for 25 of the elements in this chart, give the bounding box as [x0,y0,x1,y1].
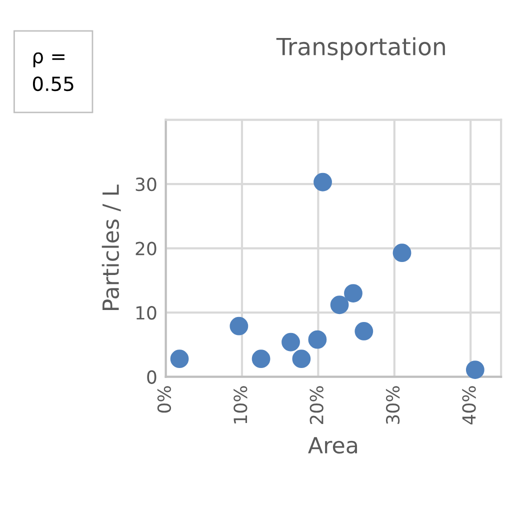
point [252,350,270,368]
y-tick-label: 10 [136,306,156,320]
y-axis-title: Particles / L [102,184,121,310]
text: ρ = 0.55 [32,52,74,92]
point [292,350,311,368]
point [314,172,332,192]
y-tick-label: 30 [136,178,156,192]
x-tick-label: 30% [386,386,400,424]
point [282,332,300,352]
x-tick-label: 10% [234,386,248,424]
y-tick-label: 20 [136,242,156,256]
x-tick-label: 20% [310,386,324,424]
chart-title: Transportation [276,37,445,60]
x-tick-label: 0% [157,386,172,413]
x-tick-label: 40% [462,386,476,424]
point [330,296,349,314]
x-axis-title: Area [308,437,357,454]
point [344,284,362,302]
point [354,322,374,340]
y-tick-label: 0 [147,370,156,384]
point [170,350,189,368]
point [466,360,484,379]
point [230,316,248,336]
point [392,244,412,262]
point [308,330,327,349]
